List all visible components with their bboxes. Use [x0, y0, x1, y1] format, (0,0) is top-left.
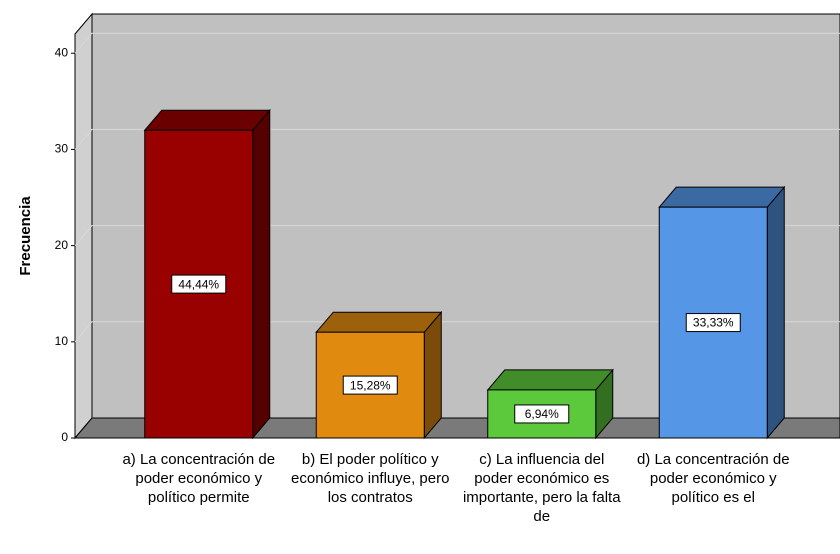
bar-top: [143, 109, 271, 131]
data-label: 15,28%: [350, 378, 391, 392]
y-tick-label: 0: [61, 430, 68, 444]
bar-top: [486, 369, 614, 391]
y-axis-label: Frecuencia: [17, 196, 34, 276]
data-label: 44,44%: [178, 277, 219, 291]
y-tick-label: 10: [55, 334, 69, 348]
y-tick-label: 40: [55, 45, 69, 59]
data-label-box: [685, 313, 741, 333]
grid-line: [74, 128, 840, 150]
bar-side: [252, 108, 271, 440]
y-tick-label: 20: [55, 238, 69, 252]
side-wall: [74, 12, 93, 440]
data-label-box: [342, 375, 398, 395]
bar-side: [423, 310, 442, 440]
x-tick-label: a) La concentración de poder económico y…: [122, 451, 276, 506]
x-tick-label: d) La concentración de poder económico y…: [636, 451, 790, 506]
bar-top: [315, 311, 443, 333]
data-label: 6,94%: [525, 407, 559, 421]
bar-top: [658, 186, 786, 208]
data-label-box: [171, 274, 227, 294]
bar-side: [766, 185, 785, 440]
data-label-box: [514, 404, 570, 424]
grid-line: [74, 32, 840, 54]
grid-line: [74, 225, 840, 246]
data-label: 33,33%: [693, 316, 734, 330]
x-tick-label: c) La influencia del poder económico es …: [462, 451, 621, 525]
x-tick-label: b) El poder político y económico influye…: [291, 451, 450, 506]
y-tick-label: 30: [55, 142, 69, 156]
grid-line: [74, 321, 840, 343]
